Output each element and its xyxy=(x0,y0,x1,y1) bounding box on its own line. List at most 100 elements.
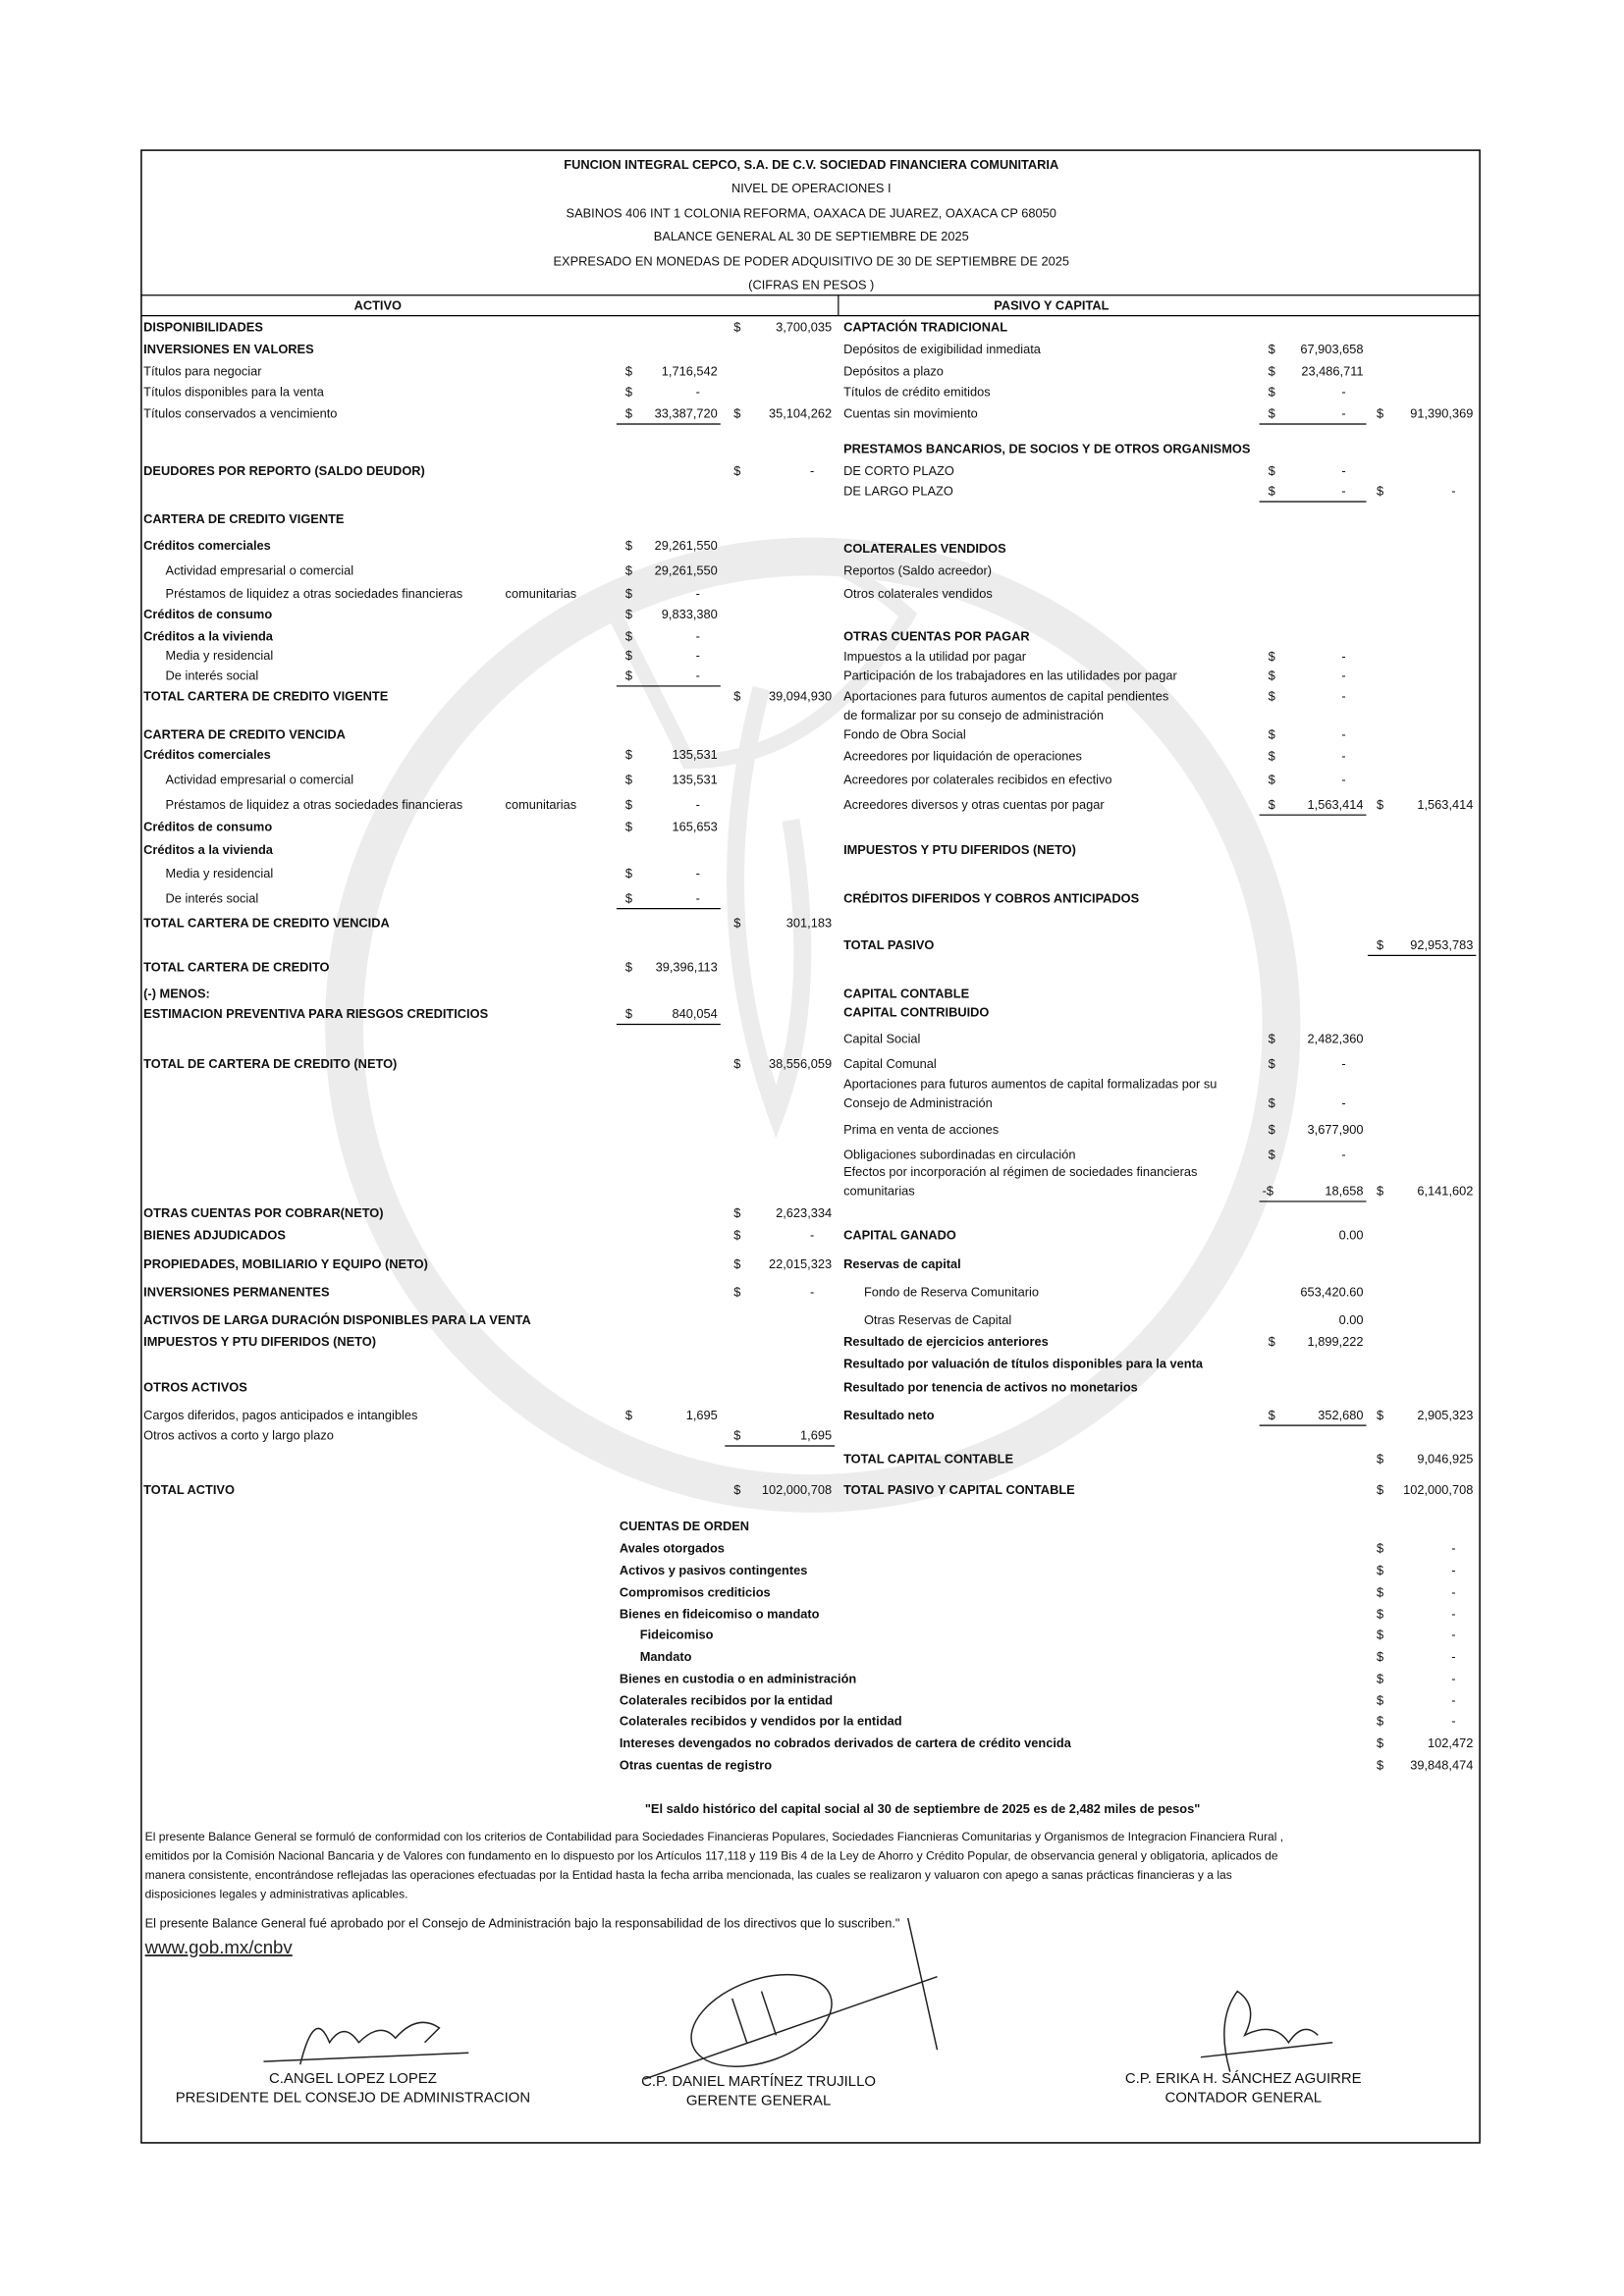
currency-sign: $ xyxy=(733,689,740,704)
currency-sign: $ xyxy=(625,406,632,421)
amount: 9,833,380 xyxy=(662,607,718,621)
row-label: Impuestos a la utilidad por pagar xyxy=(843,649,1027,664)
currency-sign: $ xyxy=(1377,797,1383,812)
note: "El saldo histórico del capital social a… xyxy=(645,1801,1200,1816)
currency-sign: $ xyxy=(1269,689,1275,704)
row-label: De interés social xyxy=(166,668,259,683)
currency-sign: $ xyxy=(1269,1032,1275,1046)
row-label: Media y residencial xyxy=(166,648,274,663)
row-label: Acreedores por liquidación de operacione… xyxy=(843,749,1082,764)
row-label: Actividad empresarial o comercial xyxy=(166,562,354,577)
currency-sign: $ xyxy=(625,538,632,553)
currency-sign: $ xyxy=(1377,1735,1383,1750)
amount: 1,716,542 xyxy=(662,363,718,378)
currency-sign: $ xyxy=(733,406,740,421)
activo-title: ACTIVO xyxy=(354,297,402,312)
row-label: Depósitos a plazo xyxy=(843,363,944,378)
row-label: Colaterales recibidos y vendidos por la … xyxy=(620,1714,902,1729)
amount: 840,054 xyxy=(672,1006,717,1021)
amount: - xyxy=(1341,463,1345,478)
row-label: Capital Social xyxy=(843,1032,920,1046)
amount: 2,482,360 xyxy=(1308,1032,1364,1046)
amount: 1,563,414 xyxy=(1308,797,1364,812)
row-label: Aportaciones para futuros aumentos de ca… xyxy=(843,1077,1217,1092)
row-label: Compromisos crediticios xyxy=(620,1584,771,1599)
amount: - xyxy=(696,648,700,663)
currency-sign: $ xyxy=(625,607,632,621)
row-label: CRÉDITOS DIFERIDOS Y COBROS ANTICIPADOS xyxy=(843,890,1140,905)
row-label: Reportos (Saldo acreedor) xyxy=(843,562,992,577)
row-label: Créditos de consumo xyxy=(143,819,272,833)
currency-sign: $ xyxy=(1269,1147,1275,1161)
row-label: Títulos conservados a vencimiento xyxy=(143,406,337,421)
amount: 22,015,323 xyxy=(769,1256,832,1271)
currency-sign: $ xyxy=(1269,406,1275,421)
row-label: DEUDORES POR REPORTO (SALDO DEUDOR) xyxy=(143,463,425,478)
amount: 67,903,658 xyxy=(1300,342,1363,356)
amount: 2,905,323 xyxy=(1417,1408,1473,1422)
row-label: TOTAL CAPITAL CONTABLE xyxy=(843,1452,1013,1467)
amount: - xyxy=(696,586,700,601)
amount: 35,104,262 xyxy=(769,406,832,421)
currency-sign: $ xyxy=(733,1056,740,1071)
currency-sign: $ xyxy=(1377,937,1383,952)
row-label: TOTAL ACTIVO xyxy=(143,1482,235,1497)
row-label: Colaterales recibidos por la entidad xyxy=(620,1693,833,1708)
amount: - xyxy=(1341,749,1345,764)
currency-sign: $ xyxy=(1377,1693,1383,1708)
row-label: TOTAL PASIVO Y CAPITAL CONTABLE xyxy=(843,1482,1075,1497)
row-label: OTRAS CUENTAS POR COBRAR(NETO) xyxy=(143,1205,383,1220)
currency-sign: $ xyxy=(1377,1649,1383,1664)
amount: 23,486,711 xyxy=(1301,363,1363,378)
row-label: Bienes en fideicomiso o mandato xyxy=(620,1607,820,1622)
currency-sign: $ xyxy=(625,890,632,905)
amount: - xyxy=(1341,773,1345,787)
amount: 3,677,900 xyxy=(1308,1122,1364,1137)
signatory-role: CONTADOR GENERAL xyxy=(1164,2090,1322,2106)
amount: 102,000,708 xyxy=(762,1482,832,1497)
header-line: SABINOS 406 INT 1 COLONIA REFORMA, OAXAC… xyxy=(567,205,1056,220)
amount: 92,953,783 xyxy=(1410,937,1473,952)
amount: - xyxy=(810,1285,814,1300)
currency-sign: $ xyxy=(1377,1541,1383,1556)
currency-sign: $ xyxy=(1269,342,1275,356)
amount: - xyxy=(1341,484,1345,499)
row-label: CAPITAL CONTRIBUIDO xyxy=(843,1005,989,1020)
amount: 1,899,222 xyxy=(1308,1334,1364,1349)
row-label: Fideicomiso xyxy=(640,1628,714,1642)
currency-sign: $ xyxy=(1377,1184,1383,1199)
amount: - xyxy=(810,463,814,478)
amount: 165,653 xyxy=(672,819,717,833)
row-label-continued: comunitarias xyxy=(506,586,577,601)
url[interactable]: www.gob.mx/cnbv xyxy=(144,1937,294,1957)
row-label: Créditos a la vivienda xyxy=(143,628,274,643)
currency-sign: $ xyxy=(1269,668,1275,683)
amount: - xyxy=(810,1227,814,1242)
row-label: Títulos de crédito emitidos xyxy=(843,384,991,399)
row-label: Consejo de Administración xyxy=(843,1095,993,1110)
row-label: Otras Reservas de Capital xyxy=(864,1312,1011,1327)
row-label: DISPONIBILIDADES xyxy=(143,320,263,335)
currency-sign: $ xyxy=(625,562,632,577)
currency-sign: -$ xyxy=(1263,1184,1273,1199)
row-label: Efectos por incorporación al régimen de … xyxy=(843,1164,1197,1179)
amount: 18,658 xyxy=(1325,1184,1363,1199)
currency-sign: $ xyxy=(1269,649,1275,664)
row-label: Acreedores diversos y otras cuentas por … xyxy=(843,797,1105,812)
row-label: CAPTACIÓN TRADICIONAL xyxy=(843,320,1007,335)
currency-sign: $ xyxy=(1269,1122,1275,1137)
amount: 3,700,035 xyxy=(776,320,832,335)
currency-sign: $ xyxy=(1269,749,1275,764)
row-label: Aportaciones para futuros aumentos de ca… xyxy=(843,689,1168,704)
row-label: PRESTAMOS BANCARIOS, DE SOCIOS Y DE OTRO… xyxy=(843,441,1251,455)
currency-sign: $ xyxy=(1377,1607,1383,1622)
amount: 1,695 xyxy=(800,1428,832,1443)
currency-sign: $ xyxy=(733,1205,740,1220)
outer-border xyxy=(140,149,1481,2144)
watermark xyxy=(325,537,1301,1513)
row-label: Resultado neto xyxy=(843,1408,935,1422)
disclaimer-line: emitidos por la Comisión Nacional Bancar… xyxy=(145,1849,1278,1863)
row-label: INVERSIONES EN VALORES xyxy=(143,342,314,356)
row-label: Títulos para negociar xyxy=(143,363,262,378)
